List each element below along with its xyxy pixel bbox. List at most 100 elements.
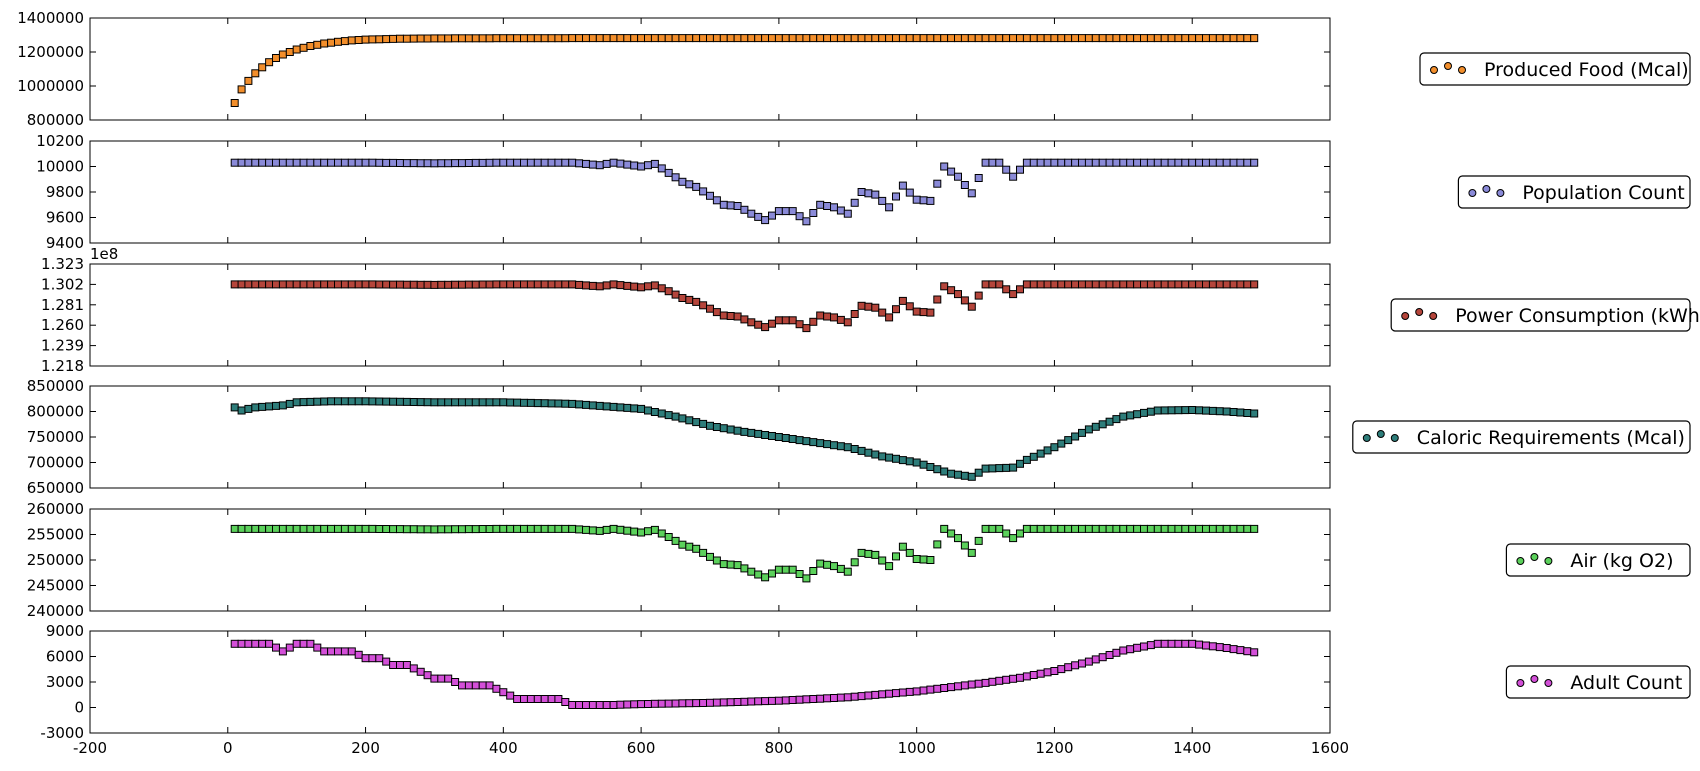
data-point	[1071, 34, 1080, 43]
data-point	[568, 701, 577, 709]
data-point	[313, 643, 322, 652]
data-point	[402, 525, 411, 534]
data-point	[1140, 158, 1148, 167]
data-point	[1250, 158, 1259, 167]
data-point	[334, 158, 342, 167]
data-point	[478, 280, 487, 289]
data-point	[327, 397, 336, 406]
data-point	[1098, 524, 1107, 533]
data-point	[409, 525, 418, 534]
data-point	[726, 34, 735, 43]
data-point	[850, 198, 859, 207]
legend: Adult Count	[1505, 665, 1691, 699]
data-point	[781, 434, 790, 442]
data-point	[1146, 34, 1155, 43]
data-point	[1105, 158, 1114, 167]
data-point	[671, 34, 680, 43]
data-point	[402, 159, 411, 168]
data-point	[967, 34, 976, 43]
data-point	[1064, 436, 1073, 445]
data-point	[664, 411, 673, 420]
data-point	[630, 700, 639, 709]
data-point	[816, 200, 825, 209]
data-point	[1236, 408, 1245, 417]
data-point	[1188, 406, 1197, 414]
data-point	[650, 699, 659, 708]
data-point	[547, 158, 556, 167]
data-point	[306, 158, 315, 167]
data-point	[954, 534, 962, 543]
y-tick-label: 1.302	[41, 275, 84, 293]
data-point	[1133, 158, 1142, 167]
data-point	[692, 544, 701, 553]
legend-label: Population Count	[1522, 182, 1684, 204]
data-point	[306, 524, 315, 533]
y-tick-label: 9400	[46, 234, 84, 252]
data-point	[878, 196, 887, 205]
data-point	[940, 34, 949, 43]
data-point	[1043, 524, 1052, 533]
legend-marker	[1468, 189, 1477, 197]
data-point	[1174, 406, 1183, 415]
data-point	[1202, 406, 1210, 415]
data-point	[809, 34, 818, 43]
data-point	[1160, 34, 1169, 43]
data-point	[368, 524, 377, 533]
data-point	[630, 34, 639, 43]
data-point	[244, 280, 253, 289]
data-point	[1057, 34, 1066, 43]
data-point	[451, 525, 460, 534]
data-point	[981, 464, 990, 473]
data-point	[396, 159, 404, 167]
data-point	[650, 408, 659, 416]
data-point	[1071, 432, 1080, 441]
data-point	[823, 694, 832, 703]
data-point	[616, 525, 625, 534]
data-point	[368, 654, 377, 663]
y-tick-label: 1000000	[17, 77, 84, 95]
data-point	[1215, 524, 1224, 533]
data-point	[588, 34, 597, 43]
data-point	[754, 212, 763, 221]
data-point	[830, 441, 838, 450]
data-point	[623, 526, 632, 535]
data-point	[644, 34, 652, 43]
data-point	[1002, 165, 1011, 174]
data-point	[678, 699, 687, 708]
data-point	[575, 701, 584, 709]
data-point	[795, 34, 804, 43]
data-point	[1050, 34, 1059, 43]
data-point	[802, 324, 811, 333]
data-point	[988, 677, 997, 686]
data-point	[451, 280, 460, 289]
legend-label: Produced Food (Mcal)	[1484, 59, 1689, 81]
data-point	[692, 182, 701, 191]
data-point	[788, 565, 797, 574]
data-point	[471, 681, 480, 690]
data-point	[1229, 645, 1238, 654]
y-tick-label: 850000	[27, 377, 84, 395]
data-point	[306, 639, 315, 648]
data-point	[485, 681, 494, 690]
data-point	[437, 159, 446, 168]
data-point	[278, 401, 287, 410]
data-point	[781, 696, 790, 705]
data-point	[892, 454, 900, 463]
data-point	[995, 524, 1004, 533]
data-point	[857, 692, 866, 701]
data-point	[664, 699, 673, 708]
y-tick-label: 800000	[27, 403, 84, 421]
data-point	[464, 159, 473, 167]
x-tick-label: 0	[223, 739, 233, 757]
data-point	[1133, 280, 1142, 289]
data-point	[334, 37, 342, 46]
data-point	[1009, 534, 1018, 543]
data-point	[320, 397, 329, 406]
data-point	[230, 158, 239, 167]
data-point	[265, 402, 274, 411]
data-point	[692, 34, 701, 43]
panel-5: -3000 0 3000 6000 9000 -200 0 200 400 600 800 1000 1…	[40, 622, 1691, 757]
data-point	[382, 158, 391, 167]
data-point	[340, 158, 349, 167]
